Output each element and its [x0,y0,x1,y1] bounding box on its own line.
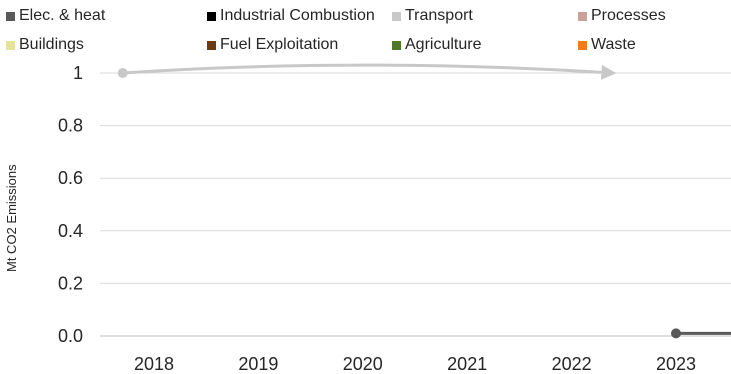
x-tick-label: 2021 [447,354,487,374]
legend-swatch-icon [207,40,216,50]
legend-label: Agriculture [405,36,482,53]
legend-swatch-icon [392,11,401,21]
x-tick-label: 2023 [656,354,696,374]
x-tick-label: 2020 [343,354,383,374]
legend-item-elec-heat: Elec. & heat [6,6,105,26]
series-point-transport [117,68,128,78]
x-tick-label: 2022 [552,354,592,374]
legend-label: Waste [591,36,636,53]
legend-label: Processes [591,7,666,24]
legend-item-industrial-combustion: Industrial Combustion [207,6,375,26]
series-point-elec-heat [671,328,681,339]
legend-swatch-icon [578,40,587,50]
legend-label: Elec. & heat [19,7,106,24]
legend-swatch-icon [392,40,401,50]
legend-item-agriculture: Agriculture [392,35,481,55]
legend-item-transport: Transport [392,6,473,26]
legend-swatch-icon [6,11,15,21]
x-tick-label: 2019 [238,354,278,374]
y-tick-label: 0.6 [58,168,83,188]
legend-label: Buildings [19,36,84,53]
legend-label: Fuel Exploitation [220,36,339,53]
legend-item-fuel-exploitation: Fuel Exploitation [207,35,338,55]
y-tick-label: 0.4 [58,221,83,241]
y-tick-label: 0.0 [58,326,83,346]
x-tick-label: 2018 [134,354,174,374]
legend-item-buildings: Buildings [6,35,84,55]
y-tick-label: 0.8 [58,116,83,136]
legend: Elec. & heat Industrial Combustion Trans… [0,0,731,60]
y-tick-label: 1 [73,63,83,83]
legend-swatch-icon [578,11,587,21]
legend-label: Industrial Combustion [220,7,375,24]
legend-swatch-icon [207,11,216,21]
legend-item-processes: Processes [578,6,666,26]
legend-item-waste: Waste [578,35,636,55]
series-line-transport [122,63,617,80]
legend-label: Transport [405,7,473,24]
y-tick-label: 0.2 [58,273,83,293]
legend-swatch-icon [6,40,15,50]
